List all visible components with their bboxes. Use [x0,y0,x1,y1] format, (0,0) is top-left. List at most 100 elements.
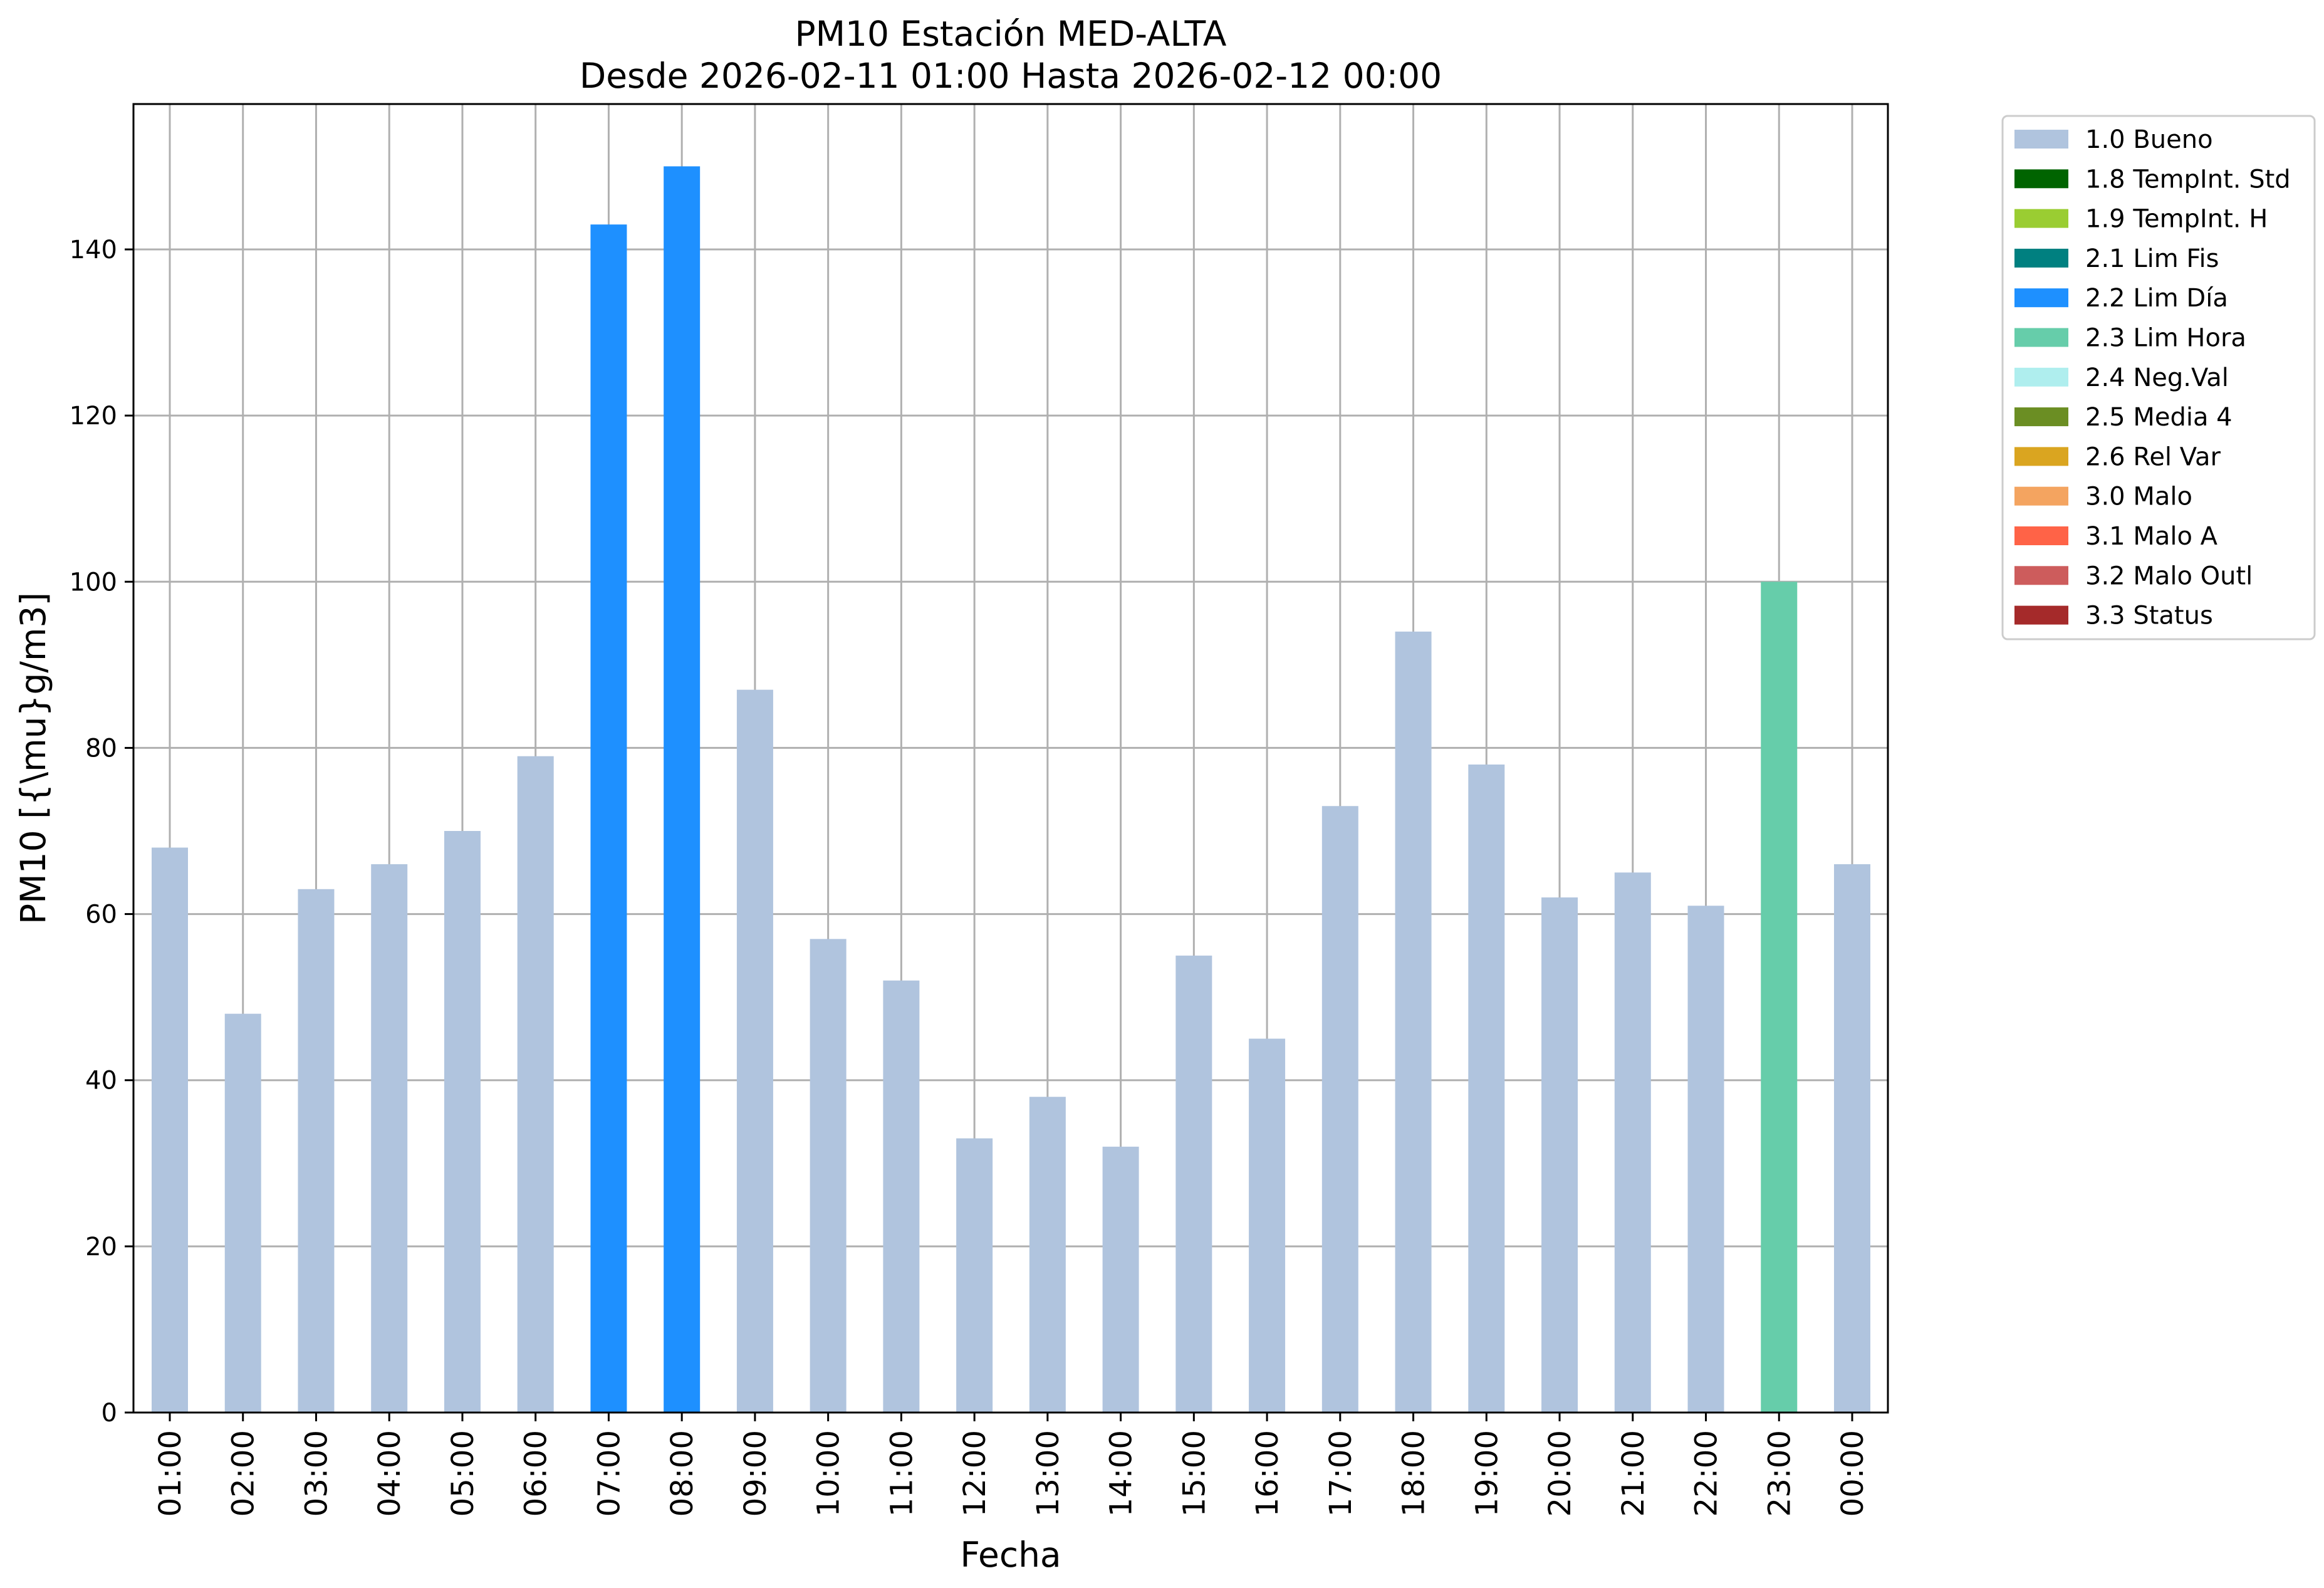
y-tick-label: 140 [70,236,117,264]
x-ticks: 01:00 02:00 03:00 04:00 05:00 06:00 07:00 08:00… [153,1413,1870,1517]
x-tick-label: 11:00 [884,1430,919,1517]
bar-0600 [517,756,554,1413]
legend-item: 2.3 Lim Hora [2014,324,2246,353]
bar-0300 [298,889,335,1413]
x-tick-label: 06:00 [519,1430,554,1517]
x-tick-label: 10:00 [811,1430,847,1517]
x-axis-label: Fecha [960,1535,1061,1575]
plot-frame [132,103,1889,1414]
y-axis-label: PM10 [{\mu}g/m3] [13,592,53,924]
y-tick-label: 40 [85,1067,117,1095]
legend-item: 3.1 Malo A [2014,522,2218,551]
legend-swatch [2014,367,2068,387]
y-tick-label: 80 [85,734,117,763]
bar-1600 [1249,1038,1286,1413]
x-tick-label: 20:00 [1543,1430,1578,1517]
x-tick-label: 14:00 [1104,1430,1139,1517]
x-tick-label: 15:00 [1177,1430,1212,1517]
bar-0900 [736,689,773,1413]
legend-item: 2.4 Neg.Val [2014,363,2229,392]
legend-label: 1.8 TempInt. Std [2085,165,2291,194]
x-tick-label: 01:00 [153,1430,188,1517]
bar-2200 [1687,906,1724,1413]
legend-label: 2.4 Neg.Val [2085,363,2229,392]
x-tick-label: 21:00 [1616,1430,1651,1517]
y-tick-label: 20 [85,1233,117,1262]
x-tick-label: 02:00 [226,1430,261,1517]
legend-label: 3.0 Malo [2085,483,2192,511]
x-tick-label: 16:00 [1250,1430,1285,1517]
legend-item: 1.9 TempInt. H [2014,205,2268,234]
legend-swatch [2014,130,2068,149]
x-tick-label: 07:00 [591,1430,627,1517]
legend-swatch [2014,447,2068,466]
chart-subtitle: Desde 2026-02-11 01:00 Hasta 2026-02-12 … [580,56,1442,96]
x-tick-label: 04:00 [372,1430,407,1517]
bar-1900 [1468,764,1505,1413]
legend-item: 2.1 Lim Fis [2014,244,2219,273]
x-tick-label: 12:00 [957,1430,993,1517]
chart-title: PM10 Estación MED-ALTA [795,14,1226,54]
bar-2000 [1541,897,1578,1413]
x-tick-label: 23:00 [1762,1430,1797,1517]
x-tick-label: 18:00 [1397,1430,1432,1517]
y-tick-label: 100 [70,568,117,597]
bar-1200 [956,1138,993,1413]
legend-label: 1.9 TempInt. H [2085,205,2268,234]
y-tick-label: 120 [70,402,117,431]
bar-1100 [883,980,920,1413]
bar-1800 [1395,631,1432,1413]
legend-item: 2.5 Media 4 [2014,403,2233,432]
bar-0700 [590,224,627,1413]
legend-label: 1.0 Bueno [2085,125,2213,154]
legend-item: 2.6 Rel Var [2014,442,2221,471]
bar-1500 [1175,955,1212,1413]
bar-2100 [1614,872,1651,1413]
bar-1400 [1102,1146,1139,1413]
legend-item: 2.2 Lim Día [2014,284,2228,313]
legend-item: 1.0 Bueno [2014,125,2213,154]
legend-swatch [2014,486,2068,506]
x-tick-label: 03:00 [299,1430,334,1517]
y-tick-label: 0 [102,1399,117,1428]
bar-1300 [1029,1097,1066,1413]
y-tick-label: 60 [85,901,117,929]
legend-swatch [2014,605,2068,625]
bar-0800 [664,166,701,1413]
legend-label: 3.3 Status [2085,602,2213,630]
legend-item: 1.8 TempInt. Std [2014,165,2291,194]
bar-0000 [1834,864,1870,1413]
legend-swatch [2014,288,2068,308]
x-tick-label: 19:00 [1469,1430,1504,1517]
bar-0200 [224,1013,261,1413]
legend-swatch [2014,248,2068,268]
legend-swatch [2014,407,2068,427]
legend-label: 3.1 Malo A [2085,522,2218,551]
bars-layer [152,166,1870,1413]
x-tick-label: 00:00 [1835,1430,1870,1517]
x-tick-label: 05:00 [446,1430,481,1517]
x-tick-label: 22:00 [1689,1430,1724,1517]
bar-1000 [810,939,847,1413]
y-ticks: 0 20 40 60 80 100 120 140 [70,236,133,1428]
bar-2300 [1761,582,1798,1413]
bar-0500 [444,831,481,1413]
legend-label: 2.5 Media 4 [2085,403,2233,432]
legend-swatch [2014,526,2068,545]
legend-swatch [2014,566,2068,585]
legend-label: 2.1 Lim Fis [2085,244,2219,273]
legend-item: 3.2 Malo Outl [2014,562,2253,590]
legend-label: 2.3 Lim Hora [2085,324,2246,353]
legend: 1.0 Bueno 1.8 TempInt. Std 1.9 TempInt. H 2… [2001,115,2316,640]
legend-swatch [2014,209,2068,228]
legend-label: 3.2 Malo Outl [2085,562,2253,590]
legend-label: 2.6 Rel Var [2085,442,2221,471]
bar-1700 [1321,806,1358,1413]
x-tick-label: 08:00 [665,1430,700,1517]
x-tick-label: 17:00 [1323,1430,1358,1517]
bar-0100 [152,847,188,1413]
legend-item: 3.3 Status [2014,602,2213,630]
x-tick-label: 09:00 [738,1430,773,1517]
x-tick-label: 13:00 [1031,1430,1066,1517]
